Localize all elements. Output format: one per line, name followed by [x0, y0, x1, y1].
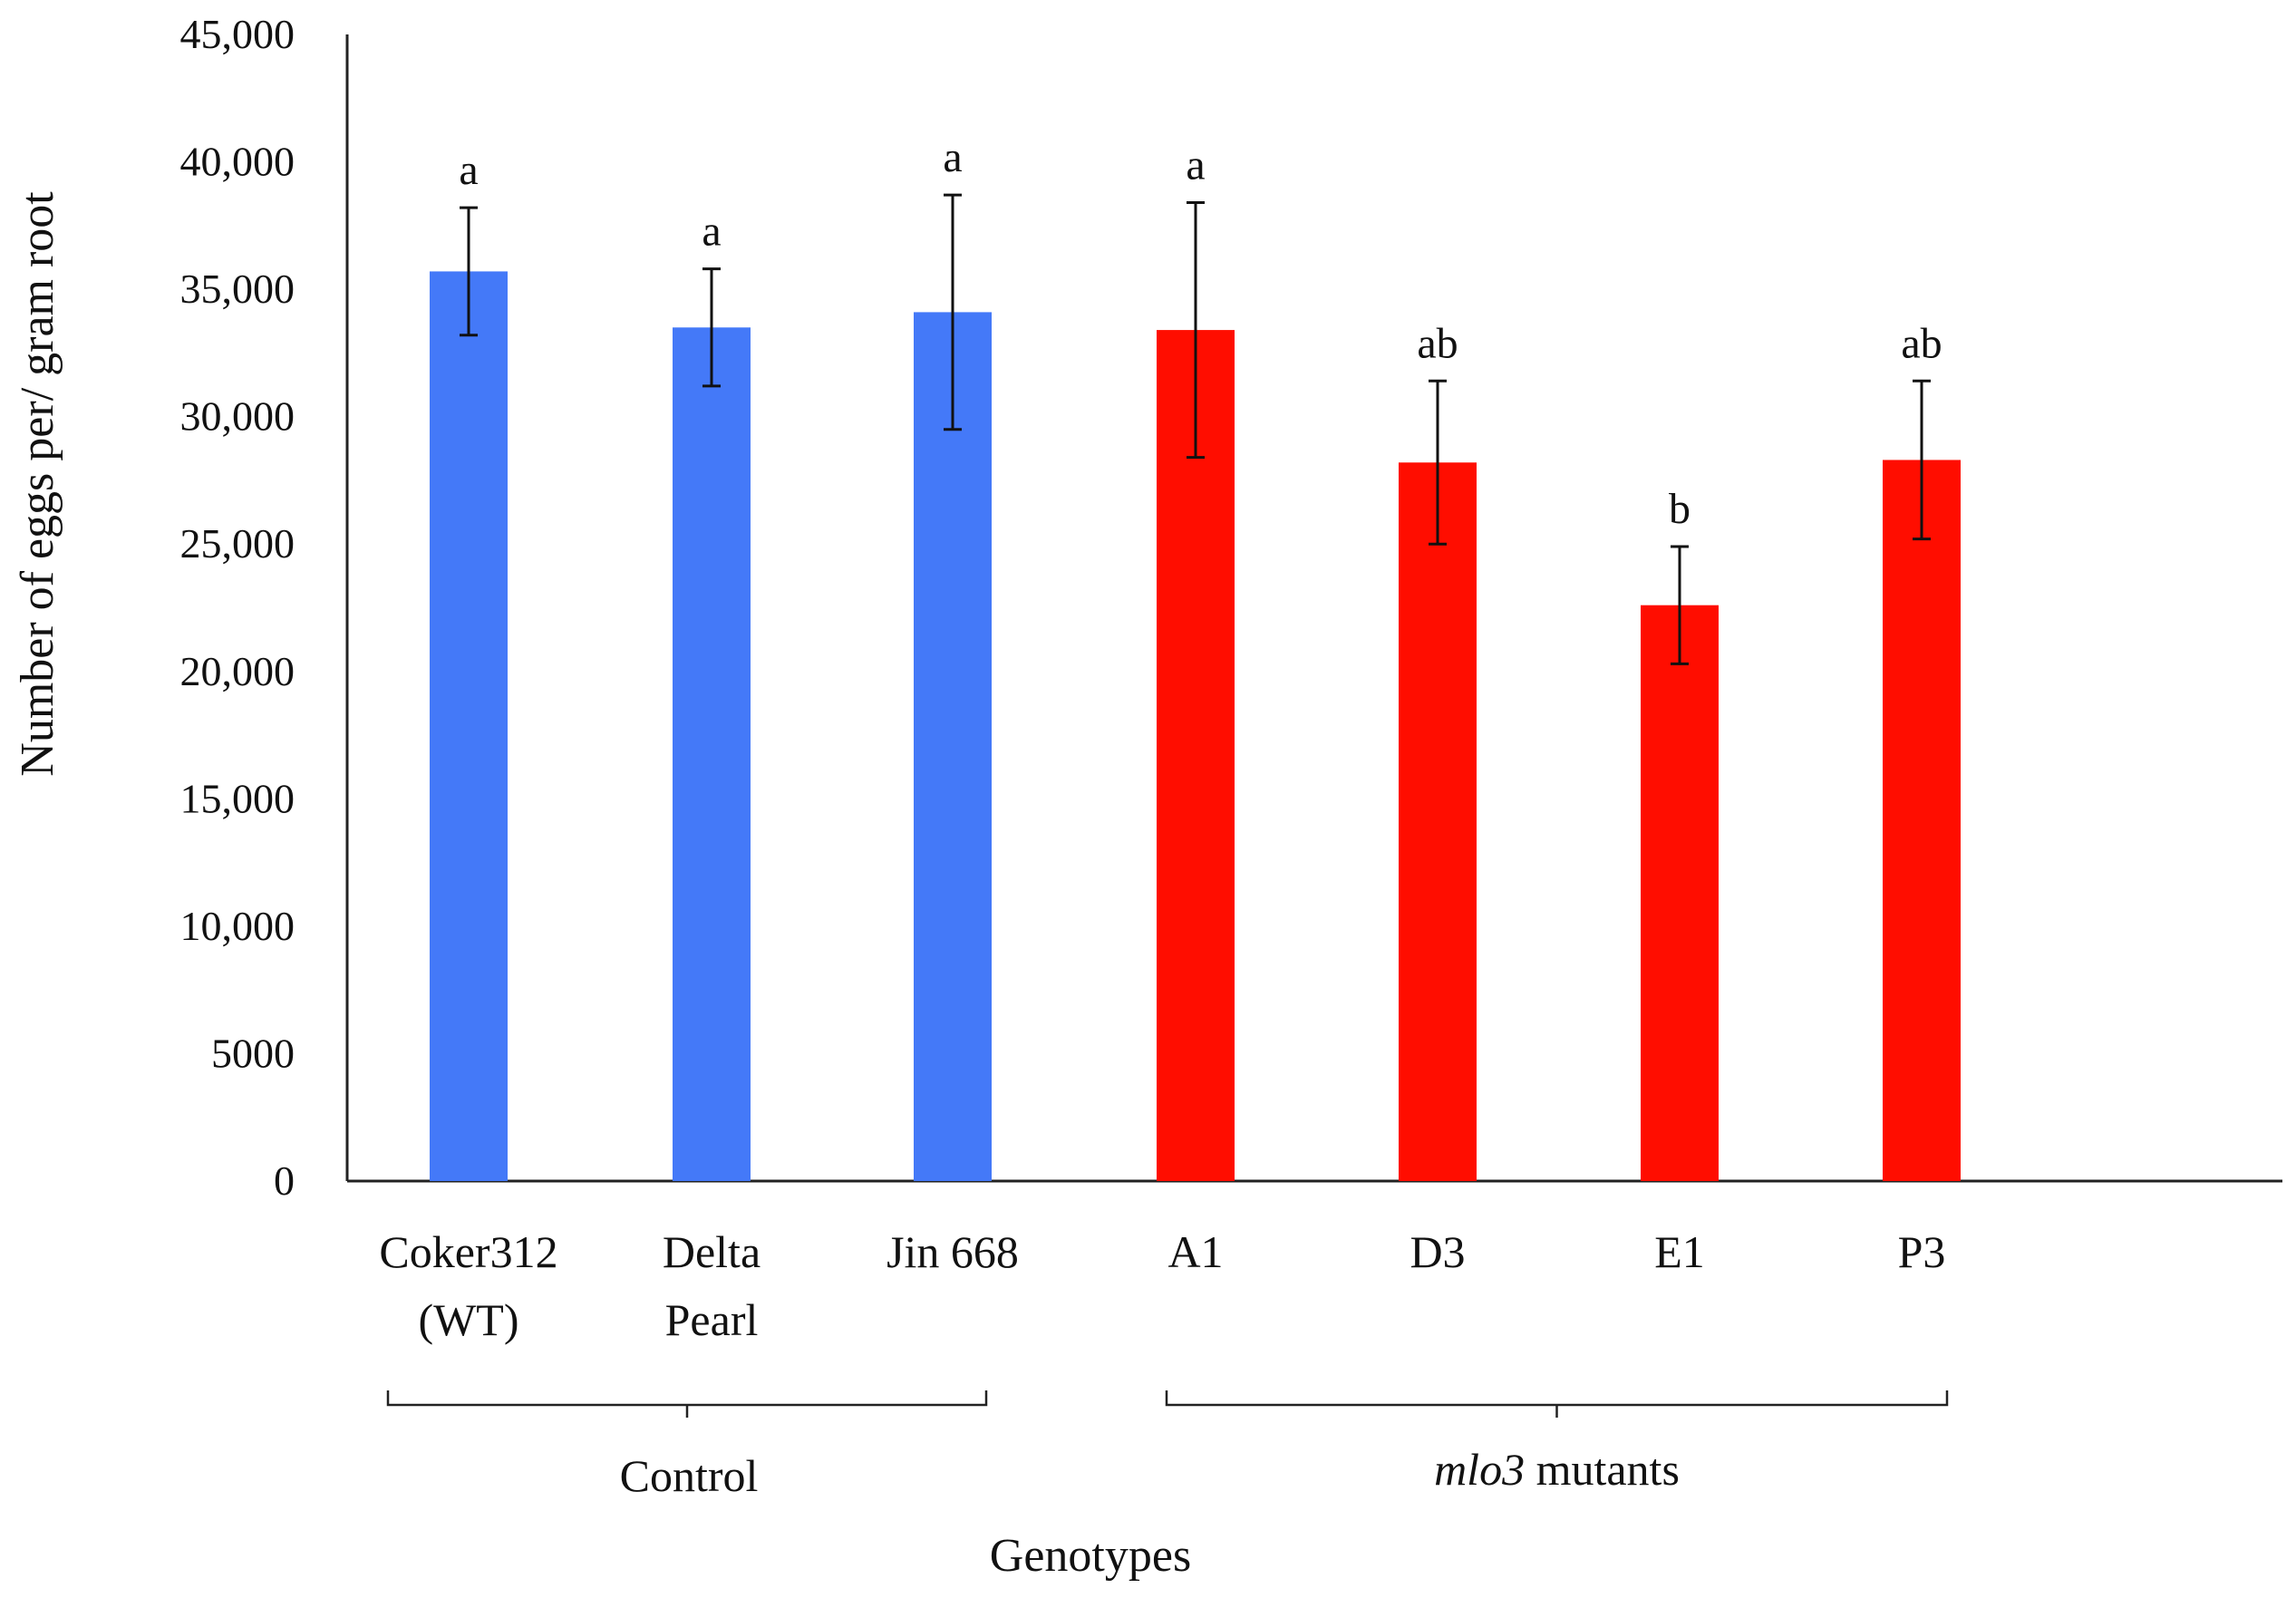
significance-letter: a: [459, 146, 478, 194]
error-bar: [944, 193, 962, 431]
y-axis-ticks: 0 5000 10,000 15,000 20,000 25,000 30,000 35,00…: [180, 11, 295, 1204]
category-label: Coker312: [379, 1226, 557, 1277]
bars: [430, 271, 1961, 1182]
category-labels: Coker312 (WT) Delta Pearl Jin 668 A1 D3 E1 P3: [379, 1226, 1945, 1345]
mutant-group-label: mlo3 mutants: [1434, 1444, 1680, 1495]
axes: [345, 34, 2282, 1183]
bar: [673, 327, 751, 1181]
error-bar: [460, 206, 478, 337]
error-bar: [1429, 379, 1447, 546]
error-bar: [702, 267, 721, 388]
error-bar: [1187, 201, 1205, 460]
category-label: (WT): [418, 1294, 518, 1345]
error-bar: [1913, 379, 1931, 541]
error-bars: [460, 193, 1931, 665]
y-tick-label: 15,000: [180, 775, 295, 821]
y-tick-label: 40,000: [180, 139, 295, 185]
significance-letter: ab: [1901, 319, 1942, 367]
y-axis-title: Number of eggs per/ gram root: [12, 191, 63, 777]
y-tick-label: 25,000: [180, 520, 295, 567]
category-label: D3: [1410, 1226, 1465, 1277]
mutant-gene-name: mlo3: [1434, 1444, 1525, 1495]
category-label: P3: [1898, 1226, 1946, 1277]
category-label: Jin 668: [886, 1226, 1019, 1277]
significance-letter: a: [1186, 141, 1205, 189]
bar: [1157, 330, 1235, 1182]
y-tick-label: 30,000: [180, 393, 295, 440]
y-tick-label: 20,000: [180, 648, 295, 694]
significance-letter: ab: [1417, 319, 1458, 367]
bar: [1641, 605, 1719, 1181]
significance-letter: a: [702, 208, 721, 256]
y-tick-label: 10,000: [180, 903, 295, 949]
mutant-bracket: [1165, 1390, 1949, 1418]
bar: [1399, 462, 1477, 1181]
control-group-label: Control: [620, 1450, 759, 1501]
significance-labels: a a a a ab b ab: [459, 133, 1942, 533]
category-label: Delta: [663, 1226, 760, 1277]
control-bracket: [386, 1390, 988, 1418]
y-tick-label: 0: [274, 1157, 295, 1204]
mutant-suffix: mutants: [1525, 1444, 1680, 1495]
error-bar: [1671, 545, 1689, 665]
significance-letter: a: [943, 133, 962, 181]
significance-letter: b: [1669, 485, 1691, 533]
category-label: E1: [1654, 1226, 1705, 1277]
category-label: Pearl: [665, 1294, 759, 1345]
x-axis-title: Genotypes: [990, 1530, 1191, 1582]
group-brackets: Control mlo3 mutants: [386, 1390, 1949, 1501]
y-tick-label: 5000: [211, 1030, 295, 1076]
category-label: A1: [1167, 1226, 1223, 1277]
y-tick-label: 35,000: [180, 266, 295, 312]
bar: [914, 312, 992, 1181]
bar: [430, 271, 508, 1181]
bar: [1883, 460, 1961, 1181]
y-tick-label: 45,000: [180, 11, 295, 57]
